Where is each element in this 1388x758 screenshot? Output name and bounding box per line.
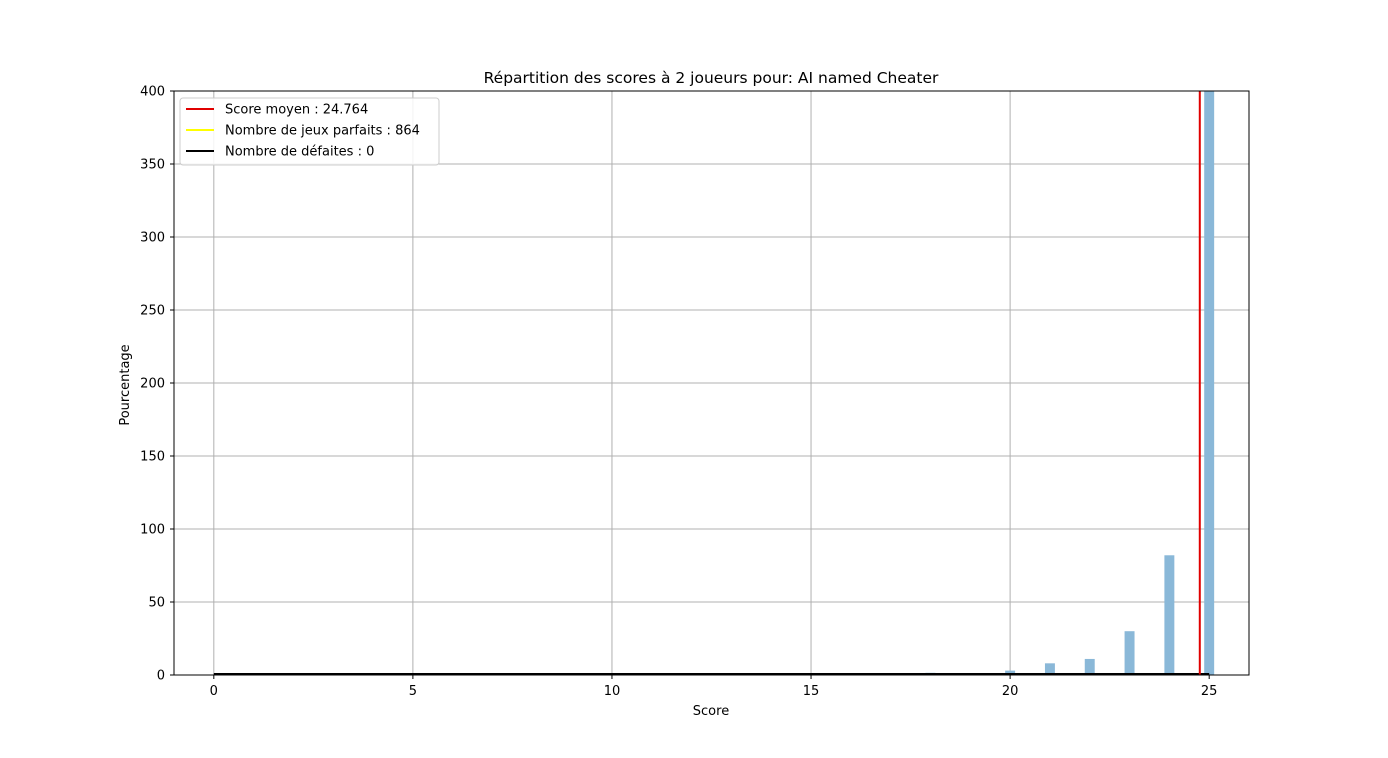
x-tick-label: 5	[409, 684, 417, 699]
histogram-bar	[1084, 658, 1095, 675]
x-axis-title: Score	[693, 704, 729, 719]
x-axis-ticks: 0 5 10 15 20 25	[210, 675, 1218, 699]
x-tick-label: 25	[1201, 684, 1218, 699]
x-tick-label: 0	[210, 684, 218, 699]
y-tick-label: 400	[140, 85, 165, 100]
reference-lines	[213, 91, 1210, 675]
legend-item-jeux-parfaits: Nombre de jeux parfaits : 864	[225, 124, 420, 139]
legend-item-defaites: Nombre de défaites : 0	[225, 145, 374, 160]
y-tick-label: 100	[140, 523, 165, 538]
x-tick-label: 10	[604, 684, 621, 699]
y-tick-label: 0	[157, 669, 165, 684]
y-tick-label: 350	[140, 158, 165, 173]
x-tick-label: 15	[803, 684, 820, 699]
y-tick-label: 250	[140, 304, 165, 319]
legend-box	[179, 97, 440, 166]
legend: Score moyen : 24.764 Nombre de jeux parfa…	[179, 97, 440, 166]
legend-item-score-moyen: Score moyen : 24.764	[225, 103, 368, 118]
x-tick-label: 20	[1002, 684, 1019, 699]
histogram-bar	[1204, 91, 1215, 675]
histogram-bar	[1044, 663, 1055, 675]
y-axis-ticks: 0 50 100 150 200 250 300 350 400	[140, 85, 174, 684]
histogram-bar	[1164, 555, 1175, 675]
y-tick-label: 50	[148, 596, 165, 611]
y-tick-label: 300	[140, 231, 165, 246]
chart-title: Répartition des scores à 2 joueurs pour:…	[484, 69, 939, 87]
histogram-bar	[1124, 631, 1135, 675]
y-axis-title: Pourcentage	[118, 344, 133, 425]
y-tick-label: 200	[140, 377, 165, 392]
y-tick-label: 150	[140, 450, 165, 465]
histogram-bar	[1005, 670, 1016, 675]
